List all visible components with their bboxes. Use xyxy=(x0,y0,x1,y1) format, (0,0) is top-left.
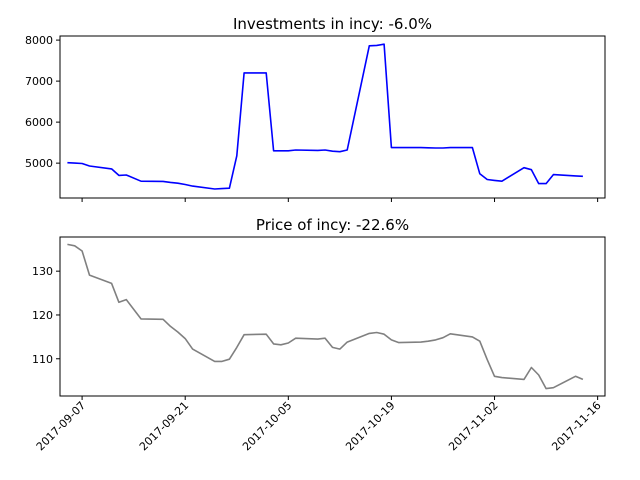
x-tick-label: 2017-11-02 xyxy=(446,399,500,453)
x-tick-label: 2017-10-05 xyxy=(240,399,294,453)
y-tick-label: 130 xyxy=(32,265,53,278)
price-panel: Price of incy: -22.6% 110 120 130 2017-09-07… xyxy=(32,216,606,453)
series-line xyxy=(67,43,583,190)
x-tick-label: 2017-09-07 xyxy=(34,399,88,453)
y-tick-label: 110 xyxy=(32,353,53,366)
y-tick-label: 7000 xyxy=(25,75,53,88)
investments-panel: Investments in incy: -6.0% 5000 6000 7000 80… xyxy=(25,15,606,202)
series-line xyxy=(67,243,584,390)
x-tick-label: 2017-09-21 xyxy=(137,399,191,453)
x-tick-label: 2017-10-19 xyxy=(343,399,397,453)
y-tick-label: 5000 xyxy=(25,157,53,170)
x-tick-label: 2017-11-16 xyxy=(549,399,603,453)
y-tick-label: 8000 xyxy=(25,34,53,47)
chart-title: Investments in incy: -6.0% xyxy=(233,15,432,33)
chart-title: Price of incy: -22.6% xyxy=(256,216,409,234)
plot-frame xyxy=(59,236,606,397)
y-tick-label: 6000 xyxy=(25,116,53,129)
plot-frame xyxy=(59,35,606,199)
y-tick-label: 120 xyxy=(32,309,53,322)
